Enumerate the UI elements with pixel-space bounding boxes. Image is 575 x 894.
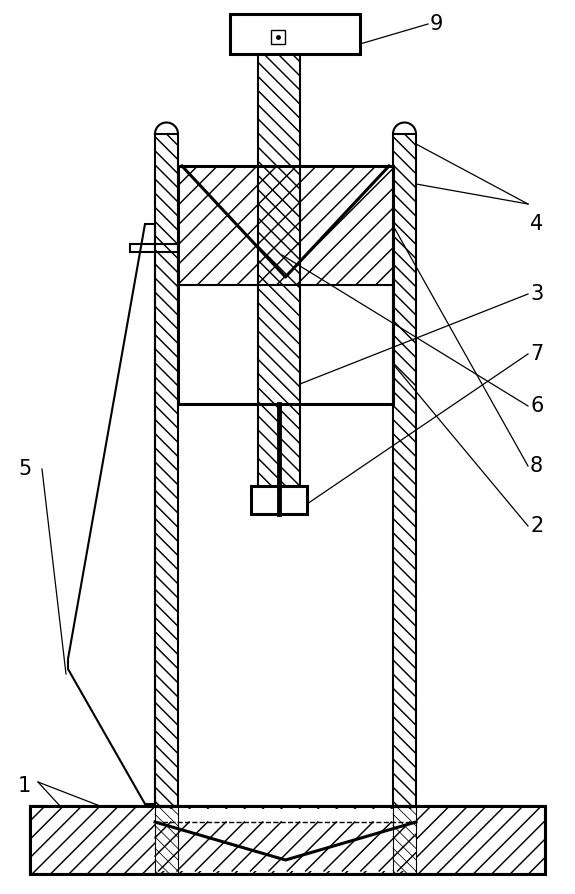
Text: 8: 8	[530, 456, 543, 476]
Polygon shape	[155, 809, 416, 871]
Polygon shape	[251, 486, 307, 514]
Text: 9: 9	[430, 14, 443, 34]
Polygon shape	[230, 14, 360, 54]
Text: 5: 5	[18, 459, 31, 479]
Text: 6: 6	[530, 396, 543, 416]
Text: 1: 1	[18, 776, 31, 796]
Text: 4: 4	[530, 214, 543, 234]
Polygon shape	[68, 224, 155, 804]
Text: 7: 7	[530, 344, 543, 364]
Polygon shape	[271, 30, 285, 44]
Text: 3: 3	[530, 284, 543, 304]
Text: 2: 2	[530, 516, 543, 536]
